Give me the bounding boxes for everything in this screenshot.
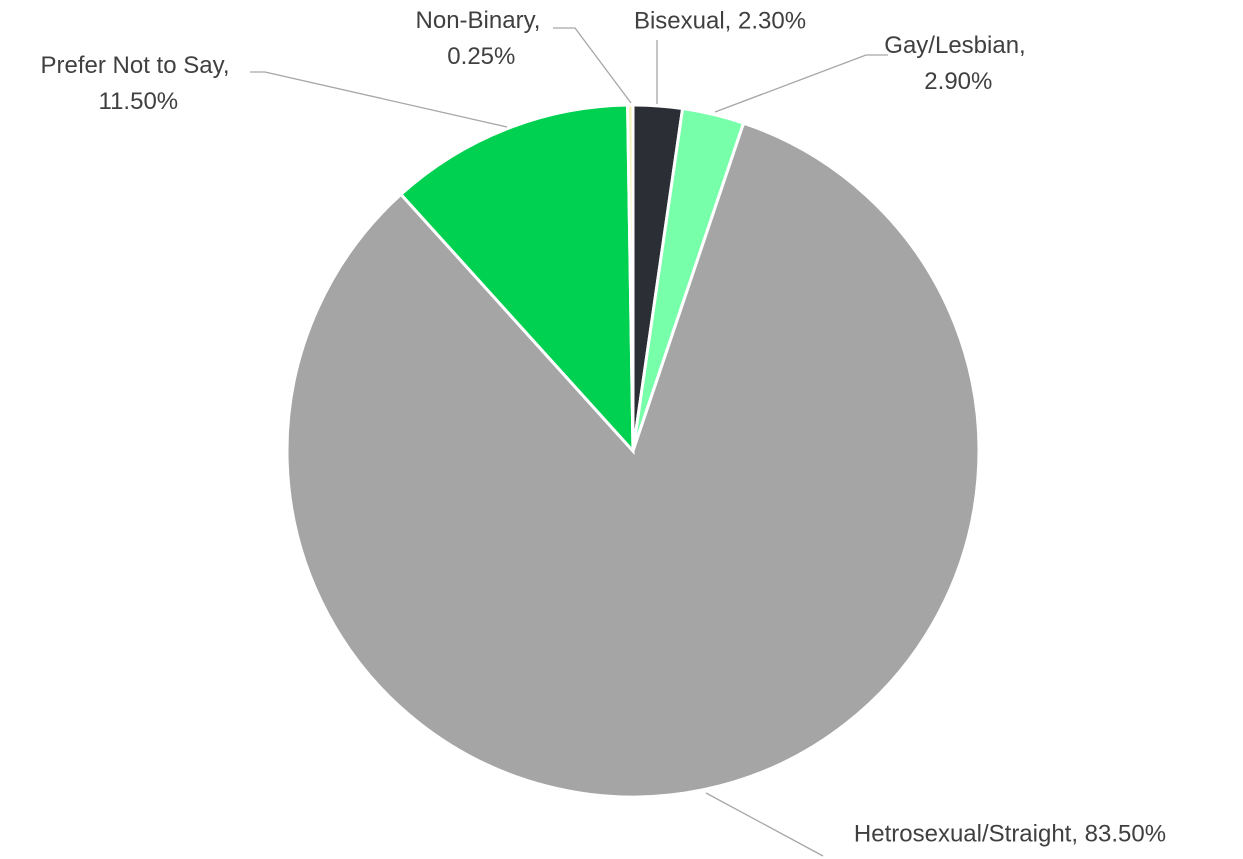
leader-line (705, 792, 824, 857)
data-label: Bisexual, 2.30% (634, 7, 806, 34)
pie-slice: Prefer Not to Say (398, 103, 635, 455)
leader-line (714, 54, 888, 113)
leader-line (553, 27, 632, 104)
data-label: Hetrosexual/Straight, 83.50% (854, 820, 1166, 847)
pie-slice: Non-Binary (626, 103, 635, 452)
data-label: Non-Binary, 0.25% (416, 7, 541, 70)
leader-line (250, 71, 508, 128)
pie-slice: Hetrosexual/Straight (285, 121, 981, 799)
data-label: Prefer Not to Say, 11.50% (41, 52, 230, 115)
data-label: Gay/Lesbian, 2.90% (884, 32, 1025, 95)
